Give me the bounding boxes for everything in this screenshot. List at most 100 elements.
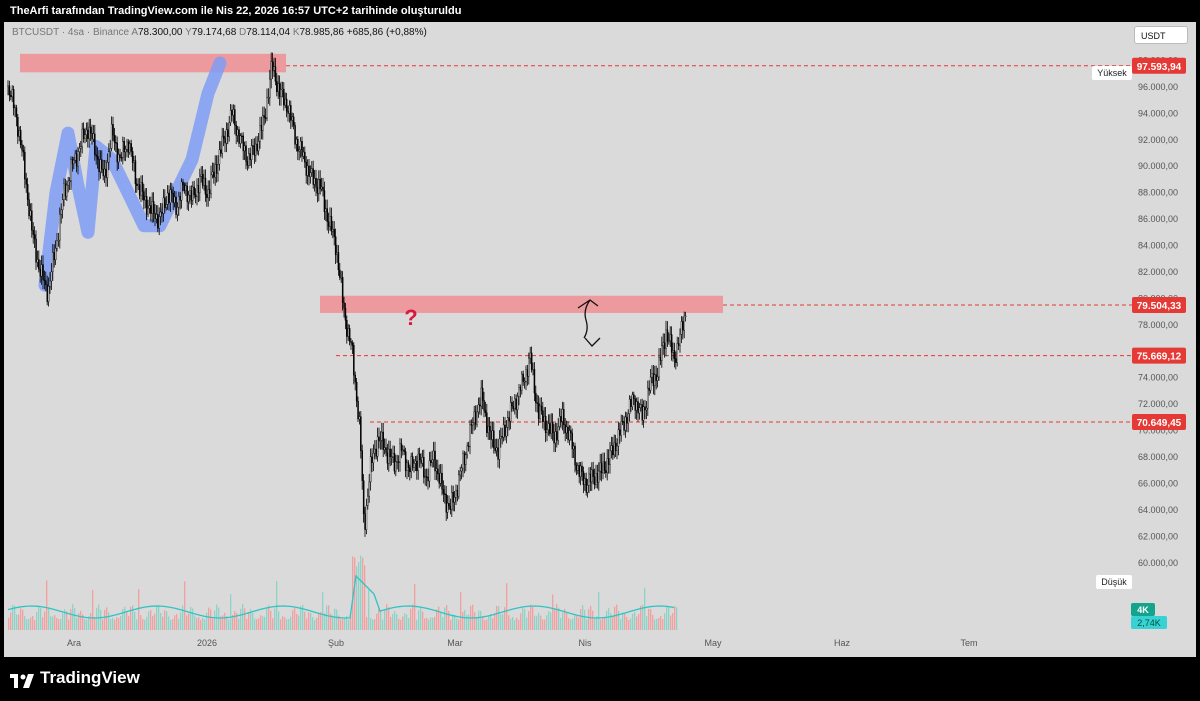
candle-body xyxy=(672,350,674,353)
volume-bar xyxy=(96,608,98,630)
candle-body xyxy=(330,216,333,232)
candle-body xyxy=(287,111,289,114)
volume-bar xyxy=(122,608,124,630)
volume-bar xyxy=(274,608,276,630)
price-level-label: 70.649,45 xyxy=(1137,418,1182,429)
candle-body xyxy=(112,124,114,136)
volume-bar xyxy=(162,616,164,630)
volume-bar xyxy=(12,605,14,630)
volume-bar xyxy=(318,613,320,630)
candle-body xyxy=(474,411,477,425)
volume-bar xyxy=(306,618,308,630)
volume-bar xyxy=(340,619,342,630)
volume-bar xyxy=(418,610,420,630)
volume-bar xyxy=(488,615,490,630)
candle-body xyxy=(136,183,138,186)
volume-bar xyxy=(106,607,108,630)
candle-body xyxy=(68,180,71,183)
candle-body xyxy=(348,328,351,342)
volume-bar xyxy=(624,612,626,630)
candle-body xyxy=(238,129,240,144)
volume-bar xyxy=(644,587,646,630)
volume-bar xyxy=(386,604,388,630)
volume-bar xyxy=(224,612,226,630)
volume-bar xyxy=(74,608,76,630)
volume-bar xyxy=(368,590,370,630)
candle-body xyxy=(512,405,515,409)
candle-body xyxy=(494,447,497,451)
volume-bar xyxy=(398,618,400,630)
currency-selector[interactable]: USDT xyxy=(1134,26,1188,44)
volume-bar xyxy=(100,609,102,630)
candle-body xyxy=(116,142,118,163)
volume-bar xyxy=(378,609,380,630)
volume-bar xyxy=(334,608,336,630)
candle-body xyxy=(302,151,305,157)
candle-body xyxy=(200,174,202,177)
candle-body xyxy=(57,239,60,242)
volume-bar xyxy=(142,618,144,630)
candle-body xyxy=(603,461,606,471)
symbol-legend: BTCUSDT · 4sa · Binance A78.300,00 Y79.1… xyxy=(12,27,427,38)
legend-open-label: A xyxy=(131,27,138,38)
volume-bar xyxy=(652,614,654,630)
volume-bar xyxy=(254,618,256,630)
candle-body xyxy=(24,151,26,180)
volume-bar xyxy=(468,614,470,630)
y-tick-label: 68.000,00 xyxy=(1138,452,1178,462)
volume-bar xyxy=(44,611,46,630)
volume-ma-label: 2,74K xyxy=(1137,618,1161,628)
volume-bar xyxy=(628,619,630,630)
volume-bar xyxy=(538,612,540,630)
volume-bar xyxy=(256,619,258,630)
candle-body xyxy=(248,153,250,166)
volume-bar xyxy=(212,618,214,630)
price-level-label: 75.669,12 xyxy=(1137,352,1182,363)
candle-body xyxy=(620,421,623,436)
candle-body xyxy=(35,238,37,263)
volume-bar xyxy=(136,619,138,630)
volume-bar xyxy=(192,608,194,630)
volume-bar xyxy=(66,611,68,630)
volume-bar xyxy=(242,604,244,630)
volume-bar xyxy=(244,608,246,630)
volume-bar xyxy=(58,619,60,630)
candle-body xyxy=(311,168,313,173)
legend-close: 78.985,86 xyxy=(299,27,344,38)
candle-body xyxy=(635,401,638,411)
candle-body xyxy=(39,268,42,277)
candle-body xyxy=(551,422,554,433)
candle-body xyxy=(473,411,476,423)
candle-body xyxy=(63,183,65,200)
volume-bar xyxy=(596,616,598,630)
candle-body xyxy=(456,490,459,497)
candle-body xyxy=(92,133,95,140)
volume-bar xyxy=(528,611,530,630)
volume-bar xyxy=(154,613,156,630)
candle-body xyxy=(453,497,456,503)
volume-bar xyxy=(120,616,122,630)
volume-bar xyxy=(400,619,402,630)
volume-bar xyxy=(514,619,516,630)
candle-body xyxy=(262,115,264,131)
candle-body xyxy=(568,430,571,441)
volume-bar xyxy=(366,617,368,630)
volume-bar xyxy=(52,616,54,630)
candle-body xyxy=(82,128,85,139)
candle-body xyxy=(105,168,107,178)
candle-body xyxy=(360,416,362,451)
candle-body xyxy=(449,505,452,510)
candle-body xyxy=(397,461,400,463)
candle-body xyxy=(224,138,226,144)
y-tick-label: 64.000,00 xyxy=(1138,505,1178,515)
volume-bar xyxy=(94,617,96,630)
candle-body xyxy=(428,460,431,482)
candle-body xyxy=(122,141,124,158)
volume-bar xyxy=(260,615,262,630)
candle-body xyxy=(592,469,595,477)
x-tick-label: Mar xyxy=(447,638,463,648)
candle-body xyxy=(327,221,330,227)
volume-bar xyxy=(246,618,248,630)
candle-body xyxy=(259,125,261,142)
candle-body xyxy=(257,141,260,152)
